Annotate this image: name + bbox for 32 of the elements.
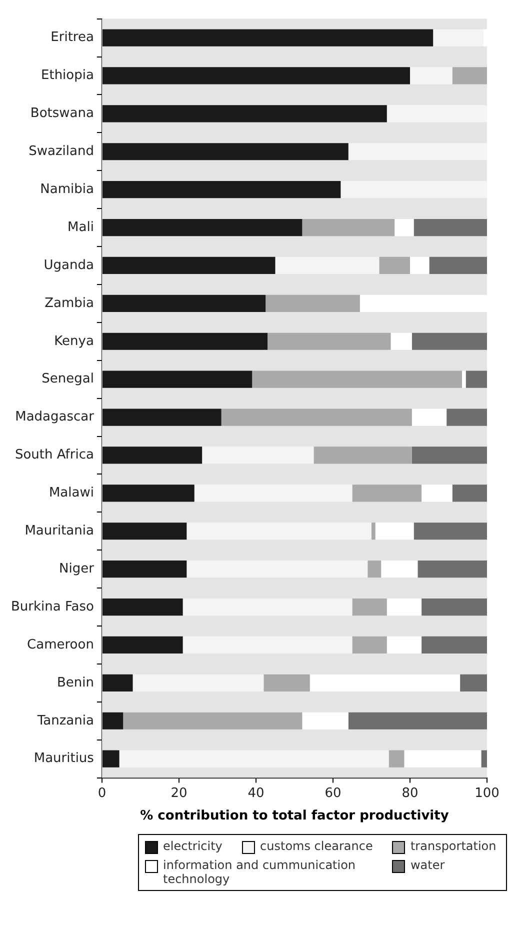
- y-tick-label: Madagascar: [15, 410, 95, 425]
- y-tick-label: Uganda: [44, 258, 94, 273]
- y-tick-label: Swaziland: [28, 144, 94, 159]
- y-tick-label: Kenya: [54, 334, 94, 349]
- y-tick-label: Eritrea: [50, 30, 94, 46]
- x-tick-label: 80: [402, 786, 418, 801]
- legend-label: customs clearance: [260, 839, 373, 853]
- x-tick-label: 40: [248, 786, 264, 801]
- y-tick-label: Burkina Faso: [10, 599, 94, 614]
- y-tick-label: Mauritius: [34, 751, 94, 766]
- y-tick-label: Tanzania: [36, 713, 94, 728]
- y-tick-label: Niger: [59, 561, 95, 576]
- y-tick-label: Malawi: [48, 486, 94, 501]
- legend-label: information and cummunication technology: [163, 858, 357, 886]
- legend-label: water: [410, 858, 445, 872]
- legend-label: transportation: [410, 839, 496, 853]
- y-tick-label: Namibia: [40, 182, 94, 197]
- x-tick-label: 0: [98, 786, 106, 801]
- y-tick-label: Zambia: [44, 296, 94, 311]
- y-tick-label: Botswana: [30, 106, 94, 122]
- y-tick-label: Senegal: [42, 372, 94, 387]
- y-tick-label: Benin: [56, 675, 94, 690]
- y-tick-label: Mali: [68, 220, 94, 235]
- x-tick-label: 100: [474, 786, 500, 801]
- legend-label: electricity: [163, 839, 222, 853]
- x-tick-label: 20: [170, 786, 188, 801]
- x-axis-title: % contribution to total factor productivity: [140, 808, 450, 824]
- y-tick-label: Mauritania: [24, 524, 94, 538]
- y-tick-label: Ethiopia: [41, 68, 94, 84]
- y-tick-label: South Africa: [14, 448, 94, 463]
- x-tick-label: 60: [324, 786, 342, 801]
- y-tick-label: Cameroon: [27, 637, 94, 652]
